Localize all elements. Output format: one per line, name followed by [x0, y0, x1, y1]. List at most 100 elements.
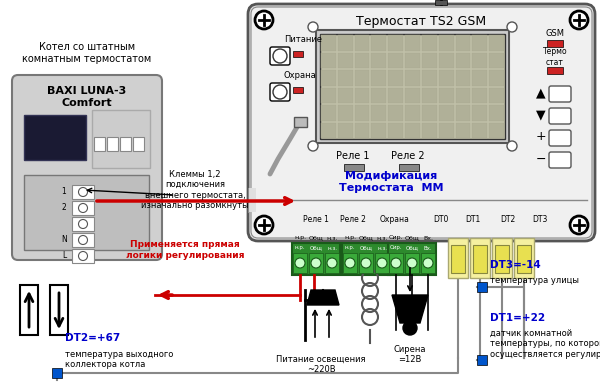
- Bar: [472, 123, 487, 138]
- Circle shape: [570, 11, 588, 29]
- Circle shape: [79, 204, 88, 212]
- Bar: [338, 35, 353, 50]
- Circle shape: [345, 258, 355, 268]
- Bar: [489, 35, 504, 50]
- Bar: [72, 201, 94, 215]
- Bar: [72, 185, 94, 199]
- Circle shape: [407, 258, 417, 268]
- Bar: [455, 53, 470, 68]
- Bar: [321, 123, 336, 138]
- Bar: [489, 105, 504, 120]
- Text: Реле 2: Реле 2: [391, 151, 425, 161]
- Bar: [321, 105, 336, 120]
- Bar: [72, 233, 94, 247]
- Bar: [94, 137, 105, 151]
- Text: Применяется прямая
логики регулирования: Применяется прямая логики регулирования: [126, 240, 244, 260]
- Bar: [495, 245, 509, 273]
- Bar: [321, 53, 336, 68]
- FancyBboxPatch shape: [549, 108, 571, 124]
- Bar: [321, 35, 336, 50]
- Bar: [389, 253, 403, 273]
- Bar: [517, 245, 531, 273]
- Bar: [473, 245, 487, 273]
- Circle shape: [273, 49, 287, 63]
- Text: датчик комнатной
температуры, по которому
осуществляется регулирование: датчик комнатной температуры, по котором…: [490, 329, 600, 359]
- Text: L: L: [62, 252, 66, 260]
- Bar: [359, 253, 373, 273]
- Bar: [107, 137, 118, 151]
- Text: GSM: GSM: [545, 29, 565, 38]
- Text: 1: 1: [62, 187, 67, 197]
- Bar: [355, 105, 370, 120]
- Text: Клеммы 1,2
подключения
внешнего термостата,
изначально разомкнуты: Клеммы 1,2 подключения внешнего термоста…: [141, 170, 249, 210]
- Bar: [321, 70, 336, 86]
- Text: Реле 2: Реле 2: [340, 214, 366, 224]
- Bar: [355, 87, 370, 103]
- Text: DT2: DT2: [500, 214, 515, 224]
- Circle shape: [79, 252, 88, 260]
- Bar: [371, 53, 386, 68]
- Bar: [477, 355, 487, 365]
- Bar: [309, 253, 323, 273]
- Text: Реле 1: Реле 1: [336, 151, 370, 161]
- Text: DT1=+22: DT1=+22: [490, 313, 545, 323]
- Text: н.р.: н.р.: [295, 245, 305, 250]
- Bar: [338, 70, 353, 86]
- Text: ▲: ▲: [536, 87, 546, 99]
- Bar: [388, 243, 436, 275]
- Circle shape: [308, 22, 318, 32]
- Text: н.р.: н.р.: [344, 245, 355, 250]
- Bar: [371, 87, 386, 103]
- Bar: [293, 87, 303, 93]
- Bar: [455, 35, 470, 50]
- Bar: [405, 70, 420, 86]
- Circle shape: [255, 11, 273, 29]
- Text: Котел со штатным
комнатным термостатом: Котел со штатным комнатным термостатом: [22, 42, 152, 64]
- FancyBboxPatch shape: [12, 75, 162, 260]
- Bar: [388, 123, 403, 138]
- Bar: [489, 70, 504, 86]
- Bar: [371, 35, 386, 50]
- Text: +: +: [536, 130, 547, 144]
- Bar: [422, 105, 437, 120]
- Text: температура выходного
коллектора котла: температура выходного коллектора котла: [65, 350, 173, 370]
- Text: н.з.: н.з.: [376, 236, 388, 240]
- Bar: [388, 87, 403, 103]
- Bar: [355, 53, 370, 68]
- Text: н.з.: н.з.: [377, 245, 387, 250]
- Text: Вх.: Вх.: [424, 245, 433, 250]
- Text: Реле 1: Реле 1: [303, 214, 329, 224]
- Circle shape: [507, 22, 517, 32]
- Text: Вх.: Вх.: [423, 236, 433, 240]
- Circle shape: [273, 85, 287, 99]
- Bar: [455, 123, 470, 138]
- Bar: [50, 285, 68, 335]
- Text: Термо
стат: Термо стат: [542, 47, 568, 67]
- Text: Общ: Общ: [310, 245, 323, 250]
- Circle shape: [311, 258, 321, 268]
- Circle shape: [308, 141, 318, 151]
- Circle shape: [377, 258, 387, 268]
- Bar: [320, 34, 505, 139]
- Circle shape: [79, 236, 88, 245]
- Bar: [52, 368, 62, 378]
- FancyBboxPatch shape: [270, 47, 290, 65]
- Text: ▼: ▼: [536, 108, 546, 122]
- Bar: [451, 245, 465, 273]
- FancyBboxPatch shape: [251, 7, 592, 238]
- Bar: [24, 115, 86, 160]
- Bar: [293, 253, 307, 273]
- Bar: [472, 35, 487, 50]
- Text: N: N: [61, 236, 67, 245]
- Bar: [547, 67, 563, 74]
- Text: Охрана: Охрана: [284, 72, 317, 80]
- Text: Модификация
Термостата  ММ: Модификация Термостата ММ: [339, 171, 443, 193]
- Bar: [472, 87, 487, 103]
- Text: н.р.: н.р.: [344, 236, 356, 240]
- Bar: [338, 87, 353, 103]
- Bar: [343, 253, 357, 273]
- Polygon shape: [307, 290, 339, 305]
- Bar: [455, 70, 470, 86]
- Bar: [422, 123, 437, 138]
- Bar: [405, 53, 420, 68]
